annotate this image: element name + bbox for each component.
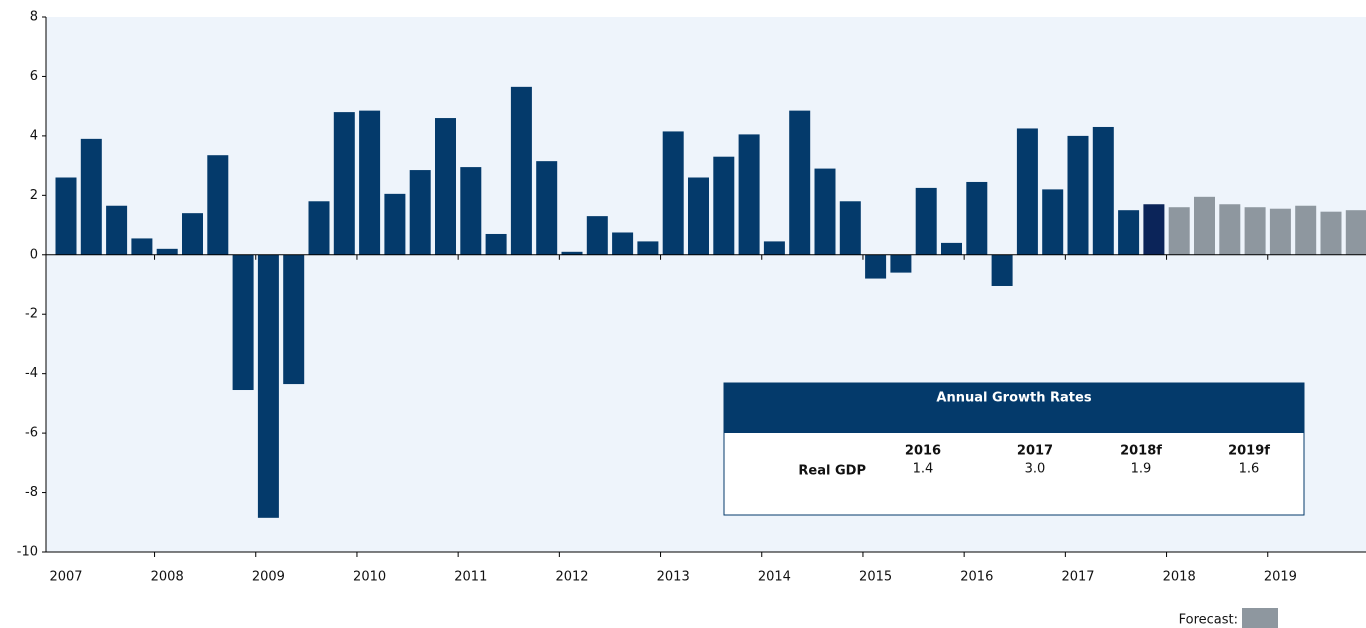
x-tick-label: 2011	[454, 570, 487, 585]
bar	[789, 110, 811, 255]
bar	[131, 238, 153, 255]
table-cell: 1.9	[1131, 462, 1152, 477]
bar	[1092, 126, 1114, 255]
table-title: Annual Growth Rates	[936, 391, 1091, 406]
bar	[814, 168, 836, 255]
table-cell: 1.4	[913, 462, 934, 477]
y-tick-label: -4	[25, 366, 38, 381]
table-column-header: 2017	[1017, 444, 1053, 459]
bar	[738, 134, 760, 255]
bar	[688, 177, 709, 255]
table-column-header: 2018f	[1120, 444, 1162, 459]
x-tick-label: 2013	[657, 570, 690, 585]
bar	[561, 251, 583, 255]
bar	[839, 201, 861, 255]
bar	[435, 118, 456, 255]
bar	[1194, 196, 1215, 255]
bar	[182, 213, 203, 255]
x-tick-label: 2007	[49, 570, 82, 585]
bar	[890, 254, 912, 273]
bar	[156, 248, 178, 255]
bar	[966, 181, 988, 255]
bar	[460, 167, 482, 255]
table-cell: 1.6	[1239, 462, 1260, 477]
bar	[536, 161, 558, 255]
x-tick-label: 2016	[960, 570, 993, 585]
table-column-header: 2019f	[1228, 444, 1270, 459]
bar	[1345, 210, 1366, 255]
bar	[510, 86, 532, 255]
bar	[359, 110, 381, 255]
bar	[1244, 207, 1266, 255]
x-tick-label: 2014	[758, 570, 791, 585]
bar	[915, 187, 937, 255]
y-tick-label: 2	[30, 188, 38, 203]
bar	[333, 112, 355, 255]
bar	[941, 242, 962, 255]
x-tick-label: 2017	[1061, 570, 1094, 585]
x-tick-label: 2012	[555, 570, 588, 585]
bar	[1295, 205, 1317, 255]
x-tick-label: 2015	[859, 570, 892, 585]
bar	[1269, 208, 1291, 255]
table-column-header: 2016	[905, 444, 941, 459]
y-tick-label: -2	[25, 307, 38, 322]
bar	[612, 232, 634, 255]
table-cell: 3.0	[1025, 462, 1046, 477]
bar	[1143, 204, 1165, 255]
x-tick-label: 2008	[151, 570, 184, 585]
y-tick-label: -8	[25, 485, 38, 500]
bar	[1320, 211, 1342, 255]
bar	[384, 193, 406, 255]
table-header	[724, 383, 1304, 433]
x-tick-label: 2019	[1264, 570, 1297, 585]
bar	[662, 131, 684, 255]
bar	[1067, 135, 1089, 255]
bar	[586, 216, 608, 255]
y-tick-label: -10	[17, 545, 38, 560]
x-tick-label: 2010	[353, 570, 386, 585]
y-tick-label: -6	[25, 426, 38, 441]
bar	[106, 205, 128, 255]
bar	[207, 155, 229, 255]
y-tick-label: 6	[30, 69, 38, 84]
bar	[1219, 204, 1241, 255]
legend-swatch	[1242, 608, 1278, 628]
bar	[485, 233, 507, 255]
bar	[1118, 210, 1140, 255]
y-tick-label: 4	[30, 128, 38, 143]
bar	[308, 201, 330, 255]
y-tick-label: 8	[30, 10, 38, 25]
bar	[232, 254, 254, 391]
bar	[865, 254, 887, 279]
bar	[1168, 207, 1190, 255]
bar	[1042, 189, 1064, 255]
x-tick-label: 2009	[252, 570, 285, 585]
x-tick-label: 2018	[1163, 570, 1196, 585]
bar	[1016, 128, 1038, 255]
bar	[409, 170, 431, 255]
bar	[55, 177, 77, 255]
bar	[283, 254, 305, 385]
bar	[991, 254, 1013, 286]
bar	[80, 138, 102, 255]
bar	[713, 156, 735, 255]
bar	[763, 241, 785, 255]
y-tick-label: 0	[30, 247, 38, 262]
bar	[637, 241, 659, 255]
bar	[257, 254, 279, 518]
legend-label: Forecast:	[1179, 613, 1238, 628]
table-row-label: Real GDP	[798, 464, 866, 479]
